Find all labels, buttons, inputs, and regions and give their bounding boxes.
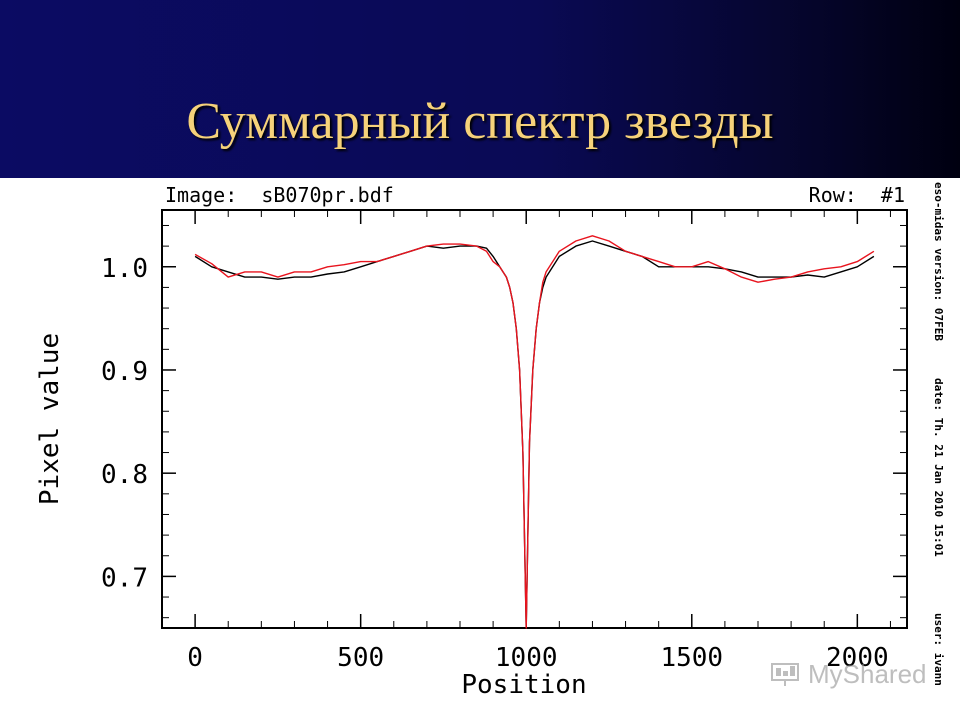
- slide-title: Суммарный спектр звезды: [186, 93, 774, 150]
- presentation-board-icon: [771, 663, 799, 686]
- side-info: eso-midas version: 07FEB date: Th. 21 Ja…: [932, 182, 945, 686]
- side-text-user: user: ivann: [932, 613, 945, 686]
- image-label: Image: sB070pr.bdf: [165, 183, 394, 207]
- y-tick-label-0.8: 0.8: [101, 460, 148, 490]
- watermark: MyShared: [770, 655, 930, 695]
- y-axis-label: Pixel value: [35, 333, 65, 505]
- y-tick-label-0.7: 0.7: [101, 563, 148, 593]
- series-group: [194, 235, 875, 629]
- y-tick-label-1: 1.0: [101, 254, 148, 284]
- x-axis-label: Position: [461, 670, 586, 700]
- row-label: Row: #1: [809, 183, 905, 207]
- series-line-0: [194, 240, 875, 629]
- x-tick-label-1500: 1500: [660, 643, 723, 673]
- x-tick-label-1000: 1000: [495, 643, 558, 673]
- series-line-1: [194, 235, 875, 629]
- plot-frame: [161, 209, 908, 629]
- slide-header: Суммарный спектр звезды: [0, 0, 960, 178]
- spectrum-chart: Image: sB070pr.bdf Row: #1 Position Pixe…: [35, 182, 945, 700]
- y-tick-label-0.9: 0.9: [101, 357, 148, 387]
- side-text-version: eso-midas version: 07FEB: [932, 182, 945, 341]
- x-tick-label-500: 500: [337, 643, 384, 673]
- x-tick-label-2000: 2000: [826, 643, 889, 673]
- x-tick-label-0: 0: [187, 643, 203, 673]
- watermark-text: MyShared: [808, 659, 927, 689]
- axis-ticks: 0 500 1000 1500 2000 0.7 0.8 0.9 1.0: [101, 210, 907, 673]
- side-text-date: date: Th. 21 Jan 2010 15:01: [932, 378, 945, 557]
